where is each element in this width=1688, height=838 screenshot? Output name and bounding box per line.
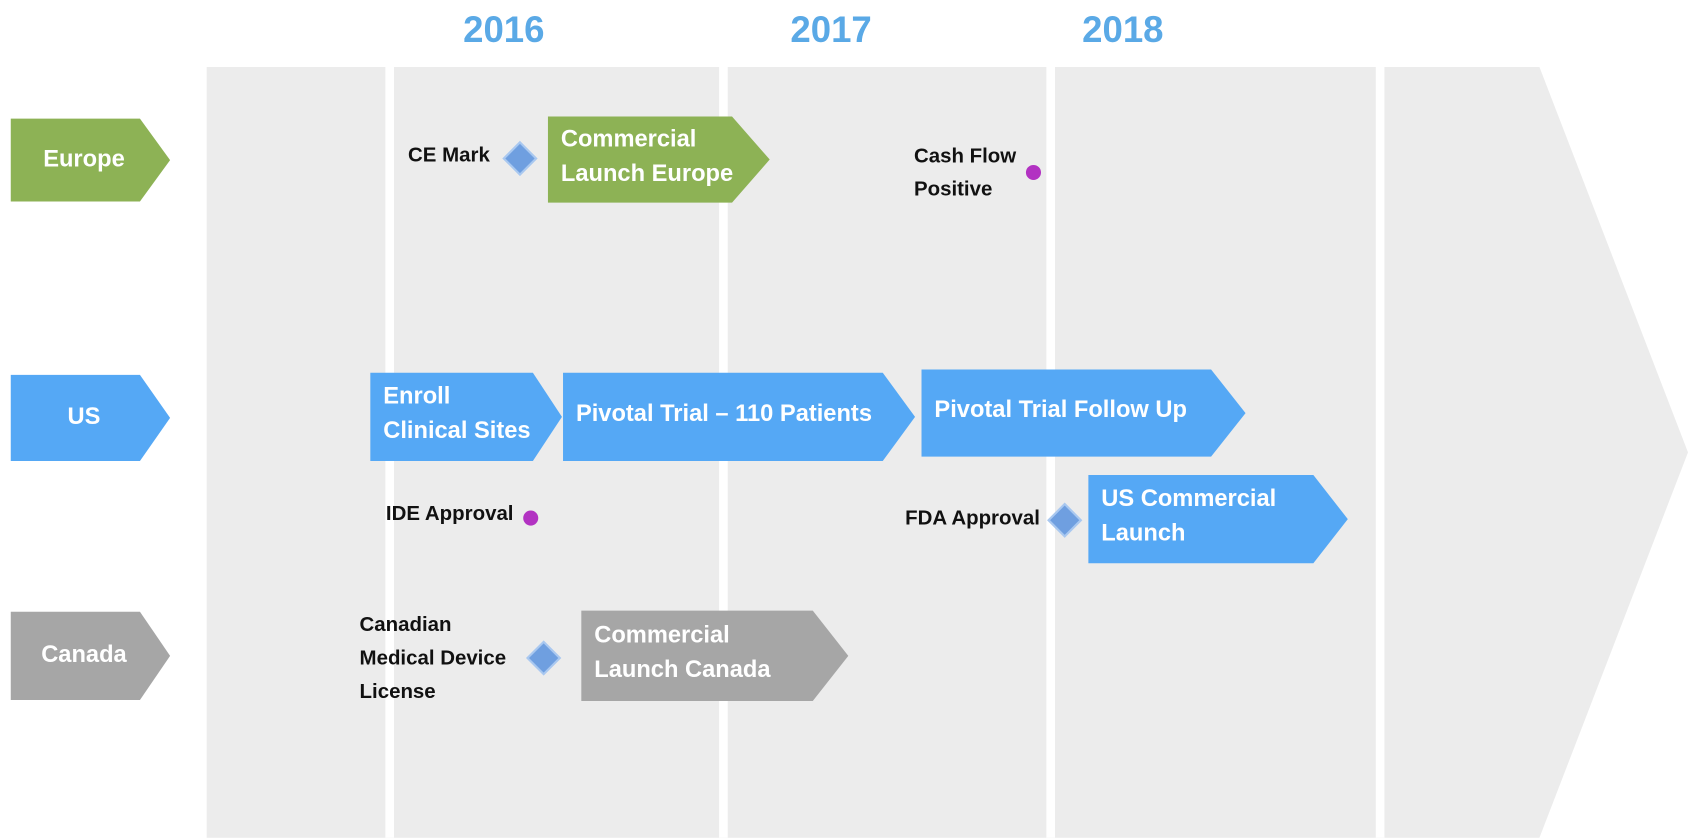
milestone-dot [523,510,539,526]
phase-arrow [547,116,770,203]
label: Positive [914,178,992,201]
label: FDA Approval [905,507,1040,530]
label: Enroll [383,384,450,410]
label: CE Mark [408,144,490,167]
phase-arrow [563,372,916,461]
region-label: Canada [41,642,127,668]
label: Launch Canada [594,657,771,683]
label: Pivotal Trial Follow Up [934,397,1187,423]
region-arrow [10,374,171,461]
divider [1375,66,1385,838]
label: Launch [1101,520,1185,546]
label: License [360,680,436,703]
label: US Commercial [1101,486,1276,512]
milestone-diamond [525,640,562,676]
milestone-diamond [502,140,538,177]
label: Launch Europe [561,161,733,187]
region-label: US [68,404,101,430]
year-label: 2017 [790,9,871,50]
label: Medical Device [360,646,507,669]
label: IDE Approval [386,502,514,525]
label: Canadian [360,613,452,636]
phase-arrow [581,610,849,702]
label: Pivotal Trial – 110 Patients [576,401,872,427]
label: Clinical Sites [383,418,530,444]
region-label: Europe [43,146,125,172]
region-arrow [10,118,171,202]
label: Commercial [561,126,697,152]
milestone-diamond [1047,502,1083,538]
phase-arrow [1088,474,1348,564]
year-label: 2016 [463,9,544,50]
phase-arrow [370,372,562,461]
region-arrow [10,611,171,700]
label: Commercial [594,623,730,649]
milestone-dot [1025,164,1042,181]
label: Cash Flow [914,144,1016,167]
year-label: 2018 [1082,9,1163,50]
phase-arrow [921,369,1246,457]
